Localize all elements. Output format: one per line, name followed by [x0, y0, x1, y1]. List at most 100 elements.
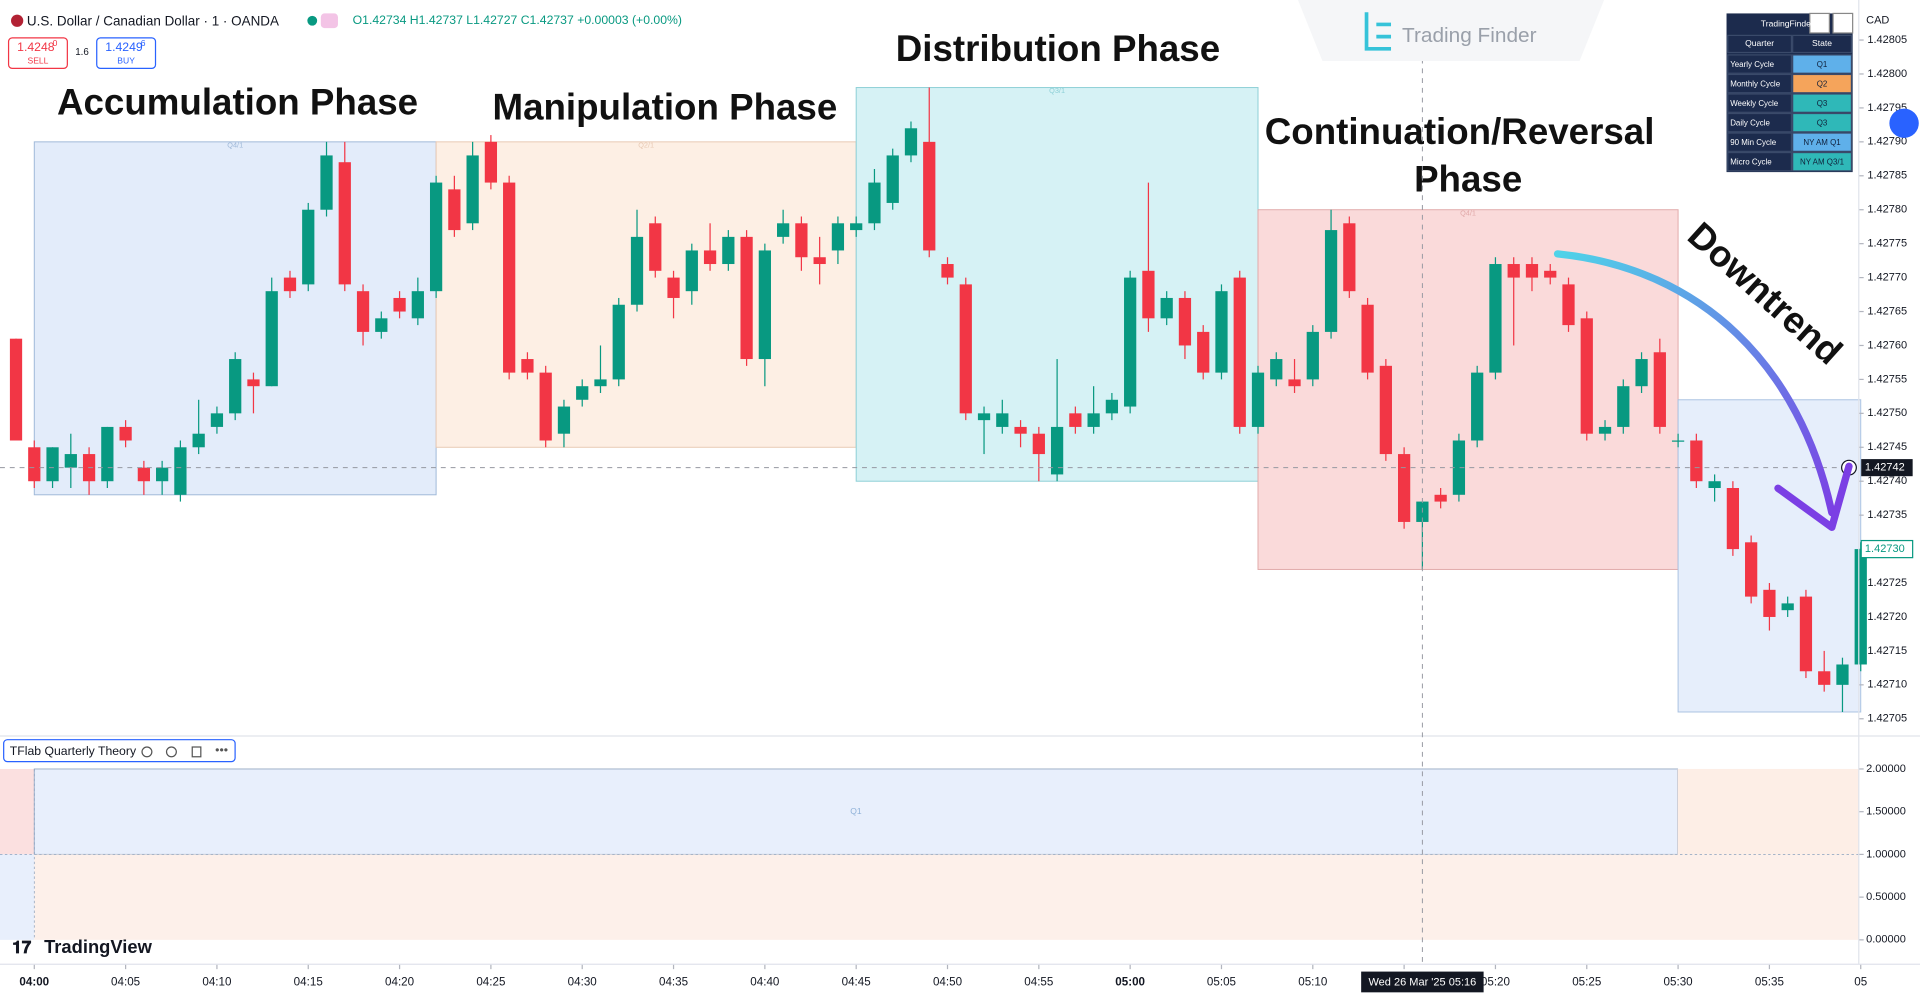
table-cycle: Daily Cycle — [1730, 118, 1770, 127]
sell-label: SELL — [27, 55, 48, 65]
candle-body — [667, 277, 680, 298]
candle-body — [247, 379, 260, 387]
settings-icon[interactable] — [165, 746, 177, 758]
x-tick-label: 05:20 — [1481, 976, 1510, 989]
candle-body — [1471, 372, 1484, 441]
table-cell — [1727, 151, 1793, 172]
ohlc: O1.42734 H1.42737 L1.42727 C1.42737 +0.0… — [353, 13, 682, 27]
y-tick-label: 1.42745 — [1867, 441, 1907, 453]
candle-body — [1160, 297, 1173, 319]
candle-body — [466, 155, 479, 224]
candle-body — [1233, 277, 1246, 427]
candle-body — [1544, 270, 1557, 278]
x-tick-label: 04:55 — [1024, 976, 1053, 989]
table-header: State — [1812, 38, 1832, 48]
candle-body — [28, 447, 41, 482]
y-tick-label: 1.42805 — [1867, 34, 1907, 46]
candle-body — [9, 338, 23, 441]
table-cell — [1727, 112, 1793, 133]
candle-body — [1361, 304, 1374, 373]
candle-body — [137, 467, 150, 482]
candle-body — [977, 413, 991, 421]
table-title: TradingFinder — [1761, 19, 1814, 29]
candle-body — [521, 359, 534, 373]
candle-body — [1836, 664, 1849, 685]
y-tick-label: 1.42740 — [1867, 475, 1907, 487]
indicator-zone-label: Q1 — [850, 806, 862, 816]
symbol: U.S. Dollar / Canadian Dollar · 1 · OAND… — [27, 14, 279, 29]
y-tick-label: 1.42735 — [1867, 509, 1907, 521]
candle-body — [338, 162, 351, 285]
y-tick-label: 1.42760 — [1867, 339, 1907, 351]
candle-body — [302, 209, 315, 285]
x-tick-label: 05 — [1854, 976, 1867, 989]
candle-body — [46, 447, 59, 482]
indicator-tick-label: 2.00000 — [1866, 763, 1906, 775]
table-button[interactable] — [1809, 12, 1830, 34]
x-tick-label: 04:20 — [385, 976, 414, 989]
crosshair-price-box — [1861, 459, 1913, 477]
x-tick-label: 04:15 — [294, 976, 323, 989]
table-state: Q1 — [1817, 60, 1828, 69]
buy-button[interactable] — [96, 37, 157, 69]
candle-body — [1178, 297, 1192, 346]
candle-body — [1324, 230, 1338, 332]
table-cycle: 90 Min Cycle — [1730, 138, 1777, 147]
candle-body — [612, 304, 625, 380]
candle-body — [1854, 549, 1867, 665]
candle-body — [868, 182, 881, 224]
sell-price-sup: 0 — [53, 38, 58, 48]
x-tick-label: 05:30 — [1664, 976, 1693, 989]
candle-body — [1306, 331, 1319, 380]
table-cell — [1727, 93, 1793, 113]
candle-body — [1671, 440, 1685, 442]
eye-icon[interactable] — [141, 746, 153, 758]
table-cell — [1792, 151, 1853, 172]
indicator-legend-box[interactable] — [3, 739, 236, 763]
y-tick-label: 1.42750 — [1867, 407, 1907, 419]
candle-body — [1781, 603, 1794, 611]
table-state: Q3 — [1817, 99, 1828, 108]
candle-body — [411, 291, 424, 319]
table-cycle: Micro Cycle — [1730, 157, 1772, 166]
candle-body — [174, 447, 187, 495]
candle-body — [1215, 291, 1228, 373]
candle-body — [448, 189, 461, 231]
candle-body — [1050, 426, 1064, 475]
candle-body — [1288, 379, 1301, 387]
side-icon[interactable] — [1889, 108, 1919, 138]
candle-body — [192, 433, 205, 448]
sell-price: 1.4248 — [17, 40, 55, 54]
brand: Trading Finder 𝟏𝟕 TradingView — [12, 0, 1605, 957]
x-tick-label: 04:10 — [202, 976, 231, 989]
indicator-region — [0, 854, 35, 940]
table-button[interactable] — [1832, 12, 1854, 34]
more-icon[interactable]: ••• — [215, 743, 228, 757]
candle-body — [831, 223, 845, 251]
candle-body — [722, 236, 735, 265]
crosshair-price: 1.42742 — [1865, 462, 1905, 474]
table-state: NY AM Q3/1 — [1800, 157, 1845, 166]
indicator-region — [0, 768, 35, 855]
flag-icon — [11, 14, 24, 27]
candle-body — [1708, 481, 1721, 489]
candle-body — [1251, 372, 1265, 427]
table-state: Q2 — [1817, 79, 1828, 88]
table-cell — [1727, 54, 1793, 74]
sell-button[interactable] — [7, 37, 68, 69]
x-tick-label: 04:35 — [659, 976, 688, 989]
x-tick-label: 04:05 — [111, 976, 140, 989]
candle-body — [685, 250, 698, 292]
indicator-region — [1677, 768, 1859, 855]
candle-body — [1434, 494, 1447, 502]
candle-body — [1124, 277, 1137, 407]
candle-body — [996, 413, 1009, 427]
candle-body — [119, 426, 132, 441]
tv-mark: 𝟏𝟕 — [12, 938, 32, 957]
y-tick-label: 1.42780 — [1867, 204, 1907, 216]
candle-body — [1270, 359, 1283, 380]
candle-body — [484, 141, 498, 183]
candle-body — [576, 386, 589, 400]
delete-icon[interactable] — [191, 746, 202, 758]
